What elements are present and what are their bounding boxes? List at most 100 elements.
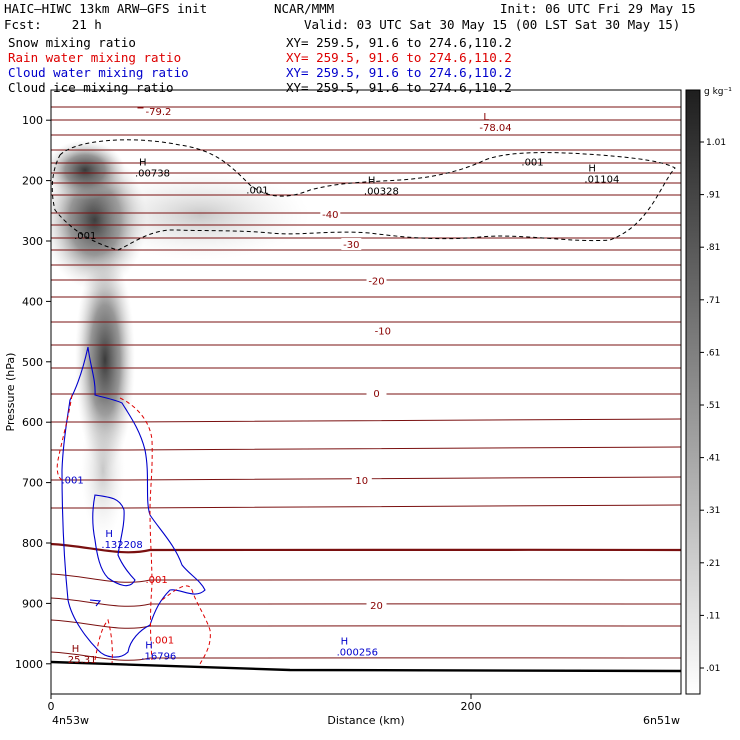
field-name-snow: Snow mixing ratio xyxy=(8,35,136,50)
extremum-value: -78.04 xyxy=(479,123,511,134)
isotherm-line xyxy=(51,573,681,583)
y-tick-label: 800 xyxy=(22,537,43,550)
extremum-value: .132208 xyxy=(101,540,142,551)
extremum-value: .01104 xyxy=(584,175,619,186)
colorbar-tick-label: .01 xyxy=(706,664,720,674)
extremum-marker: H xyxy=(105,529,113,540)
isotherm-line xyxy=(51,446,681,451)
contour-value-label: .001 xyxy=(74,231,96,242)
colorbar-tick-label: 1.01 xyxy=(706,138,726,148)
contour-value-label: .001 xyxy=(146,575,168,586)
y-tick-label: 900 xyxy=(22,597,43,610)
colorbar-ticks: .01 .11 .21 .31 .41 .51 .61 .71 .81 .91 1.01 xyxy=(700,138,726,674)
cloud-water-contour-inner xyxy=(92,494,136,587)
isotherm-label-bg xyxy=(372,324,393,337)
x-left-location: 4n53w xyxy=(52,714,89,727)
field-name-cloud-water: Cloud water mixing ratio xyxy=(8,65,189,80)
colorbar-tick-label: .21 xyxy=(706,559,720,569)
extremum-marker: L xyxy=(483,112,489,123)
extremum-value: -79.2 xyxy=(146,107,172,118)
isotherm-label: -40 xyxy=(322,210,338,221)
x-tick-label: 200 xyxy=(461,700,482,713)
isotherm-label: 0 xyxy=(373,389,379,400)
extremum-marker: H xyxy=(139,158,147,169)
extremum-marker: H xyxy=(588,164,596,175)
y-tick-label: 200 xyxy=(22,175,43,188)
field-xy-cloud-ice: XY= 259.5, 91.6 to 274.6,110.2 xyxy=(286,80,512,95)
isotherm-line xyxy=(51,542,681,554)
isotherm-line xyxy=(51,651,681,661)
isotherm-label: 20 xyxy=(370,601,383,612)
isotherm-line xyxy=(51,597,681,607)
x-axis: 0 200 xyxy=(48,694,482,713)
y-tick-label: 300 xyxy=(22,235,43,248)
isotherm-line xyxy=(51,619,681,629)
field-xy-cloud-water: XY= 259.5, 91.6 to 274.6,110.2 xyxy=(286,65,512,80)
contour-value-label: .001 xyxy=(246,186,268,197)
extremum-value: .000256 xyxy=(337,648,378,659)
isotherm-label: -30 xyxy=(343,240,359,251)
colorbar-tick-label: .11 xyxy=(706,611,720,621)
snow-shading-lower xyxy=(81,400,125,540)
x-tick-label: 0 xyxy=(48,700,55,713)
cloud-water-contour-main xyxy=(61,346,206,658)
isotherm-label: 10 xyxy=(355,476,368,487)
y-axis-label: Pressure (hPa) xyxy=(4,353,17,432)
y-tick-label: 500 xyxy=(22,356,43,369)
colorbar-tick-label: .51 xyxy=(706,401,720,411)
contour-labels: -40-30-20-1001020L-78.04-79.2H.00738H.00… xyxy=(62,107,620,666)
cloud-water-contour-small xyxy=(89,599,102,607)
extremum-marker: H xyxy=(368,176,376,187)
isotherm-label-bg xyxy=(366,387,387,400)
isotherm-label: -20 xyxy=(368,276,384,287)
field-name-cloud-ice: Cloud ice mixing ratio xyxy=(8,80,174,95)
plot-frame xyxy=(50,89,682,695)
extremum-marker: H xyxy=(145,641,153,652)
isotherm-label-bg xyxy=(320,207,341,220)
extremum-value: .00738 xyxy=(135,169,170,180)
isotherm-line xyxy=(51,504,681,509)
colorbar-tick-label: .41 xyxy=(706,454,720,464)
y-tick-label: 100 xyxy=(22,114,43,127)
forecast-hour: Fcst: 21 h xyxy=(4,17,102,32)
snow-shading-top xyxy=(51,140,125,200)
field-xy-snow: XY= 259.5, 91.6 to 274.6,110.2 xyxy=(286,35,512,50)
extremum-marker: H xyxy=(72,644,80,655)
rain-water-contour-left xyxy=(56,394,73,481)
extremum-value: 25.31 xyxy=(68,655,97,666)
init-time: Init: 06 UTC Fri 29 May 15 xyxy=(500,1,696,16)
y-tick-label: 1000 xyxy=(15,658,43,671)
terrain-line xyxy=(51,660,681,673)
isotherm-label-bg xyxy=(351,474,372,487)
colorbar-tick-label: .71 xyxy=(706,296,720,306)
extremum-marker: H xyxy=(341,637,349,648)
plot-area xyxy=(51,90,681,673)
colorbar-tick-label: .61 xyxy=(706,348,720,358)
isotherm-label: -10 xyxy=(375,326,391,337)
org-title: NCAR/MMM xyxy=(274,1,335,16)
isotherm-label-bg xyxy=(366,599,387,612)
valid-time: Valid: 03 UTC Sat 30 May 15 (00 LST Sat … xyxy=(304,17,681,32)
contour-value-label: .001 xyxy=(62,476,84,487)
x-right-location: 6n51w xyxy=(643,714,680,727)
rain-water-contour-lower xyxy=(94,618,113,665)
colorbar-tick-label: .81 xyxy=(706,243,720,253)
contour-value-label: .001 xyxy=(521,157,543,168)
y-tick-label: 700 xyxy=(22,477,43,490)
y-axis: 100 200 300 400 500 600 700 800 900 1000 xyxy=(15,114,51,671)
contour-value-label: .001 xyxy=(152,636,174,647)
extremum-value: .00328 xyxy=(364,187,399,198)
field-xy-rain: XY= 259.5, 91.6 to 274.6,110.2 xyxy=(286,50,512,65)
isotherm-label-bg xyxy=(366,274,387,287)
y-tick-label: 600 xyxy=(22,416,43,429)
colorbar-tick-label: .91 xyxy=(706,191,720,201)
extremum-value: .16796 xyxy=(141,652,176,663)
colorbar-unit: g kg⁻¹ xyxy=(704,87,732,97)
rain-water-contour-right xyxy=(161,585,211,665)
cloud-ice-contour xyxy=(51,139,676,251)
x-axis-label: Distance (km) xyxy=(327,714,404,727)
field-name-rain: Rain water mixing ratio xyxy=(8,50,182,65)
colorbar-tick-label: .31 xyxy=(706,506,720,516)
model-title: HAIC–HIWC 13km ARW–GFS init xyxy=(4,1,208,16)
